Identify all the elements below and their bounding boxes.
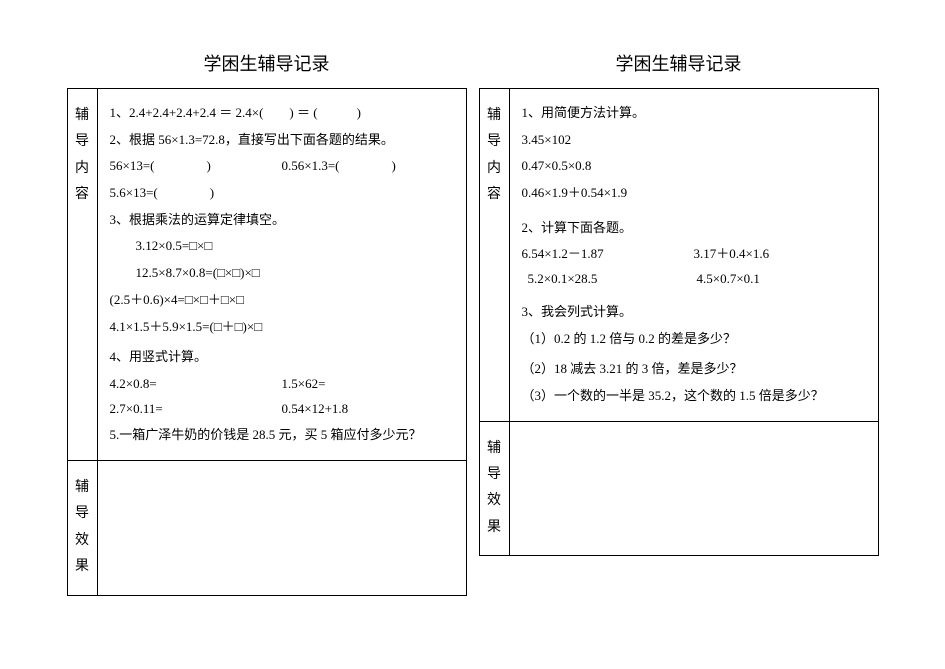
content-cell-left: 1、2.4+2.4+2.4+2.4 ＝ 2.4×( ) ＝ ( ) 2、根据 5…	[97, 89, 466, 461]
line-pair: 6.54×1.2－1.87 3.17＋0.4×1.6	[522, 242, 866, 267]
effect-cell-right	[509, 421, 878, 556]
line: 4、用竖式计算。	[110, 345, 454, 370]
card-title-left: 学困生辅导记录	[67, 50, 467, 76]
line: 12.5×8.7×0.8=(□×□)×□	[110, 261, 454, 286]
line-pair: 4.2×0.8= 1.5×62=	[110, 372, 454, 397]
label-effect-text-right: 辅导效果	[487, 434, 501, 544]
record-table-right: 辅导内容 1、用简便方法计算。 3.45×102 0.47×0.5×0.8 0.…	[479, 88, 879, 556]
line: 0.56×1.3=( )	[282, 154, 454, 179]
line: 0.54×12+1.8	[282, 397, 454, 422]
line: 4.5×0.7×0.1	[697, 267, 866, 292]
line: 5.2×0.1×28.5	[522, 267, 697, 292]
line: （3）一个数的一半是 35.2，这个数的 1.5 倍是多少？	[522, 384, 866, 409]
line: 3.17＋0.4×1.6	[694, 242, 866, 267]
row-effect-left: 辅导效果	[67, 460, 466, 595]
row-effect-right: 辅导效果	[479, 421, 878, 556]
effect-cell-left	[97, 460, 466, 595]
line: 4.1×1.5＋5.9×1.5=(□＋□)×□	[110, 315, 454, 340]
line: 1、用简便方法计算。	[522, 101, 866, 126]
line: 3、根据乘法的运算定律填空。	[110, 208, 454, 233]
line: 2、根据 56×1.3=72.8，直接写出下面各题的结果。	[110, 128, 454, 153]
line: (2.5＋0.6)×4=□×□＋□×□	[110, 288, 454, 313]
line-pair: 2.7×0.11= 0.54×12+1.8	[110, 397, 454, 422]
label-effect-right: 辅导效果	[479, 421, 509, 556]
line: （1）0.2 的 1.2 倍与 0.2 的差是多少？	[522, 327, 866, 352]
label-content-text-right: 辅导内容	[487, 101, 501, 211]
card-title-right: 学困生辅导记录	[479, 50, 879, 76]
label-content-left: 辅导内容	[67, 89, 97, 461]
line: 0.47×0.5×0.8	[522, 154, 866, 179]
line: 0.46×1.9＋0.54×1.9	[522, 181, 866, 206]
line: 5.一箱广泽牛奶的价钱是 28.5 元，买 5 箱应付多少元？	[110, 423, 454, 448]
line: 1、2.4+2.4+2.4+2.4 ＝ 2.4×( ) ＝ ( )	[110, 101, 454, 126]
page-wrapper: 学困生辅导记录 辅导内容 1、2.4+2.4+2.4+2.4 ＝ 2.4×( )…	[60, 50, 885, 596]
content-cell-right: 1、用简便方法计算。 3.45×102 0.47×0.5×0.8 0.46×1.…	[509, 89, 878, 422]
line: 56×13=( )	[110, 154, 282, 179]
line: （2）18 减去 3.21 的 3 倍，差是多少？	[522, 357, 866, 382]
record-card-right: 学困生辅导记录 辅导内容 1、用简便方法计算。 3.45×102 0.47×0.…	[479, 50, 879, 596]
line: 1.5×62=	[282, 372, 454, 397]
line: 3、我会列式计算。	[522, 300, 866, 325]
line: 4.2×0.8=	[110, 372, 282, 397]
row-content-left: 辅导内容 1、2.4+2.4+2.4+2.4 ＝ 2.4×( ) ＝ ( ) 2…	[67, 89, 466, 461]
line: 6.54×1.2－1.87	[522, 242, 694, 267]
label-effect-text-left: 辅导效果	[75, 473, 89, 583]
line: 3.45×102	[522, 128, 866, 153]
line: 3.12×0.5=□×□	[110, 234, 454, 259]
line: 2、计算下面各题。	[522, 216, 866, 241]
record-table-left: 辅导内容 1、2.4+2.4+2.4+2.4 ＝ 2.4×( ) ＝ ( ) 2…	[67, 88, 467, 596]
line-pair: 56×13=( ) 0.56×1.3=( )	[110, 154, 454, 179]
label-content-text-left: 辅导内容	[75, 101, 89, 211]
label-content-right: 辅导内容	[479, 89, 509, 422]
record-card-left: 学困生辅导记录 辅导内容 1、2.4+2.4+2.4+2.4 ＝ 2.4×( )…	[67, 50, 467, 596]
line-pair: 5.2×0.1×28.5 4.5×0.7×0.1	[522, 267, 866, 292]
row-content-right: 辅导内容 1、用简便方法计算。 3.45×102 0.47×0.5×0.8 0.…	[479, 89, 878, 422]
label-effect-left: 辅导效果	[67, 460, 97, 595]
line: 5.6×13=( )	[110, 181, 454, 206]
line: 2.7×0.11=	[110, 397, 282, 422]
